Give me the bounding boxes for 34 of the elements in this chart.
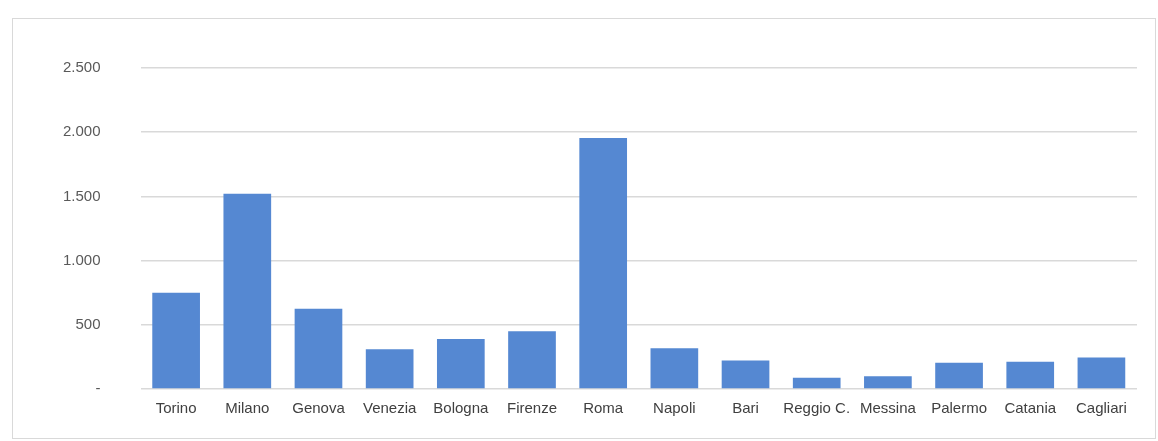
- x-tick-label: Napoli: [653, 399, 696, 417]
- x-tick-label: Genova: [292, 399, 346, 417]
- x-tick-label: Firenze: [506, 399, 558, 417]
- x-tick-label: Venezia: [362, 399, 417, 417]
- y-tick-label: 2.000: [62, 122, 101, 140]
- y-tick-label: 2.500: [62, 58, 101, 76]
- bar: [721, 360, 770, 389]
- x-tick-label: Messina: [859, 399, 917, 417]
- y-tick-label: 500: [75, 314, 101, 332]
- x-tick-label: Palermo: [931, 399, 987, 417]
- bar: [1077, 357, 1126, 389]
- x-tick-label: Bari: [732, 399, 759, 417]
- bar: [650, 348, 699, 389]
- bar: [436, 338, 485, 389]
- y-tick-label: 1.000: [62, 250, 101, 268]
- bar: [935, 362, 983, 389]
- bar: [294, 308, 343, 389]
- bar: [508, 331, 556, 389]
- y-tick-label: -: [95, 379, 101, 397]
- bar: [1006, 361, 1055, 389]
- bar: [864, 376, 912, 389]
- bar: [152, 292, 200, 389]
- x-tick-label: Cagliari: [1075, 399, 1127, 417]
- x-tick-label: Reggio C.: [783, 399, 851, 417]
- x-tick-label: Catania: [1004, 399, 1057, 417]
- x-tick-label: Milano: [225, 399, 270, 417]
- bar: [792, 377, 841, 389]
- x-tick-label: Torino: [155, 399, 197, 417]
- bar: [365, 349, 414, 389]
- bar: [579, 137, 628, 389]
- x-tick-label: Roma: [583, 399, 624, 417]
- bar: [223, 193, 272, 389]
- y-tick-label: 1.500: [62, 186, 101, 204]
- x-tick-label: Bologna: [433, 399, 489, 417]
